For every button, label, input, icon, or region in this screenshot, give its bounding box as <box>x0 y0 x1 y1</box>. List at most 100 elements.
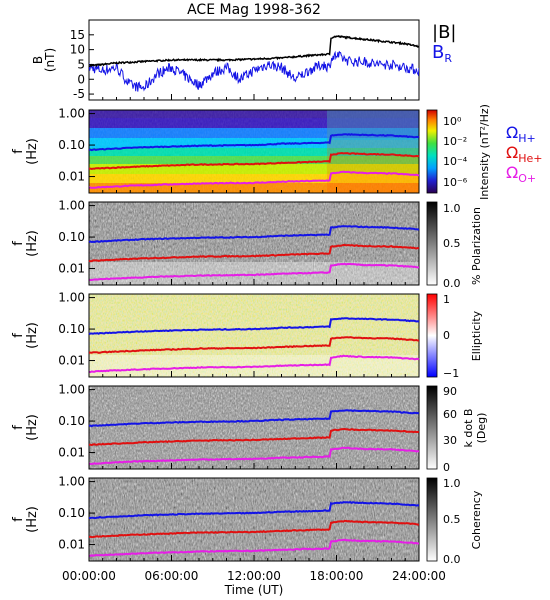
legend-br: BR <box>432 42 452 65</box>
br-line <box>89 50 419 92</box>
f-label: f <box>11 149 26 154</box>
polarization-cbar-tick-1: 0.5 <box>443 237 461 250</box>
coherency-cbar-tick-1: 0.5 <box>443 513 461 526</box>
field-ylabel-b: B <box>31 56 45 64</box>
polarization-cbar-tick-2: 0.0 <box>443 277 461 290</box>
intensity-cbar-label: Intensity (nT²/Hz) <box>478 104 491 200</box>
f-label: f <box>11 425 26 430</box>
x-tick-label-4: 24:00:00 <box>392 569 446 583</box>
ellipticity-cbar-tick-0: 1 <box>443 293 450 306</box>
f-tick-label: 1.00 <box>58 383 85 397</box>
x-axis-ticks <box>88 94 420 561</box>
field-y-tick-label: 5 <box>77 57 85 71</box>
gyro-line-he <box>88 519 420 539</box>
polarization-panel: 1.0 0.5 0.0 % Polarization <box>88 201 483 290</box>
gyro-line-o <box>88 170 420 189</box>
ellipticity-cbar-tick-2: −1 <box>443 367 459 380</box>
intensity-colorbar <box>426 109 438 194</box>
f-label: f <box>11 241 26 246</box>
chart-title: ACE Mag 1998-362 <box>187 2 321 18</box>
f-tick-label: 0.10 <box>58 322 85 336</box>
gyro-line-h <box>88 501 420 520</box>
f-tick-label: 0.10 <box>58 506 85 520</box>
legend-bmag: |B| <box>432 22 456 43</box>
field-ylabel-unit: (nT) <box>43 48 57 72</box>
coherency-cbar-tick-2: 0.0 <box>443 553 461 566</box>
bmag-line <box>89 35 419 68</box>
f-tick-label: 1.00 <box>58 475 85 489</box>
f-label: f <box>11 517 26 522</box>
ellipticity-panel: 1 0 −1 Ellipticity <box>88 293 483 380</box>
ellipticity-colorbar <box>426 293 438 378</box>
gyro-line-o <box>88 354 420 374</box>
x-tick-label-0: 00:00:00 <box>62 569 116 583</box>
kdotb-cbar-tick-2: 30 <box>443 434 457 447</box>
f-unit-label: (Hz) <box>25 138 40 165</box>
f-tick-label: 0.01 <box>58 538 85 552</box>
frequency-axes: 1.000.100.01f (Hz)1.000.100.01f (Hz)1.000.… <box>11 107 95 552</box>
x-tick-label-1: 06:00:00 <box>145 569 199 583</box>
polarization-cbar-tick-0: 1.0 <box>443 202 461 215</box>
gyro-line-he <box>88 243 420 263</box>
gyro-line-h <box>88 317 420 335</box>
gyro-line-he <box>88 151 420 171</box>
gyro-line-h <box>88 133 420 152</box>
field-y-tick-label: 15 <box>70 28 85 42</box>
coherency-colorbar <box>426 477 438 562</box>
f-unit-label: (Hz) <box>25 322 40 349</box>
f-tick-label: 0.01 <box>58 170 85 184</box>
polarization-colorbar <box>426 201 438 286</box>
intensity-cbar-tick-2: 10⁻⁴ <box>443 155 468 168</box>
f-label: f <box>11 333 26 338</box>
f-unit-label: (Hz) <box>25 414 40 441</box>
f-unit-label: (Hz) <box>25 506 40 533</box>
f-tick-label: 0.10 <box>58 414 85 428</box>
x-tick-label-3: 18:00:00 <box>310 569 364 583</box>
gyro-line-o <box>88 446 420 466</box>
legend-omega-he: ΩHe+ <box>506 143 543 165</box>
f-tick-label: 0.01 <box>58 262 85 276</box>
kdotb-cbar-tick-0: 90 <box>443 385 457 398</box>
legend-omega-h: ΩH+ <box>506 123 536 145</box>
coherency-cbar-tick-0: 1.0 <box>443 477 461 490</box>
intensity-cbar-tick-1: 10⁻² <box>443 135 467 148</box>
gyrofrequency-overlays <box>88 133 420 557</box>
f-tick-label: 1.00 <box>58 107 85 121</box>
gyro-line-he <box>88 427 420 447</box>
kdotb-cbar-label-2: (Deg) <box>475 413 488 444</box>
gyro-line-o <box>88 538 420 557</box>
kdotb-panel: 90 60 30 0 k dot B (Deg) <box>88 385 488 474</box>
field-y-tick-label: -5 <box>73 87 85 101</box>
kdotb-cbar-tick-3: 0 <box>443 461 450 474</box>
gyro-line-he <box>88 336 420 354</box>
f-tick-label: 0.10 <box>58 138 85 152</box>
intensity-cbar-tick-3: 10⁻⁶ <box>443 176 468 189</box>
field-y-tick-label: 10 <box>70 43 85 57</box>
gyro-line-o <box>88 262 420 282</box>
f-tick-label: 0.10 <box>58 230 85 244</box>
coherency-cbar-label: Coherency <box>470 490 483 549</box>
kdotb-cbar-tick-1: 60 <box>443 408 457 421</box>
x-tick-label-2: 12:00:00 <box>227 569 281 583</box>
coherency-panel: 1.0 0.5 0.0 Coherency <box>88 477 483 566</box>
ellipticity-cbar-label: Ellipticity <box>470 310 483 361</box>
gyro-line-h <box>88 225 420 244</box>
kdotb-cbar-label-1: k dot B <box>462 409 475 448</box>
f-tick-label: 1.00 <box>58 291 85 305</box>
kdotb-colorbar <box>426 385 438 470</box>
field-y-tick-label: 0 <box>77 72 85 86</box>
intensity-cbar-tick-0: 10⁰ <box>443 115 462 128</box>
gyro-line-h <box>88 409 420 428</box>
ellipticity-cbar-tick-1: 0 <box>443 329 450 342</box>
f-tick-label: 0.01 <box>58 354 85 368</box>
f-tick-label: 1.00 <box>58 199 85 213</box>
f-tick-label: 0.01 <box>58 446 85 460</box>
legend-omega-o: ΩO+ <box>506 163 536 185</box>
x-axis-label: Time (UT) <box>224 583 284 597</box>
intensity-panel: 10⁰ 10⁻² 10⁻⁴ 10⁻⁶ Intensity (nT²/Hz) ΩH… <box>88 104 543 200</box>
polarization-cbar-label: % Polarization <box>470 207 483 285</box>
f-unit-label: (Hz) <box>25 230 40 257</box>
